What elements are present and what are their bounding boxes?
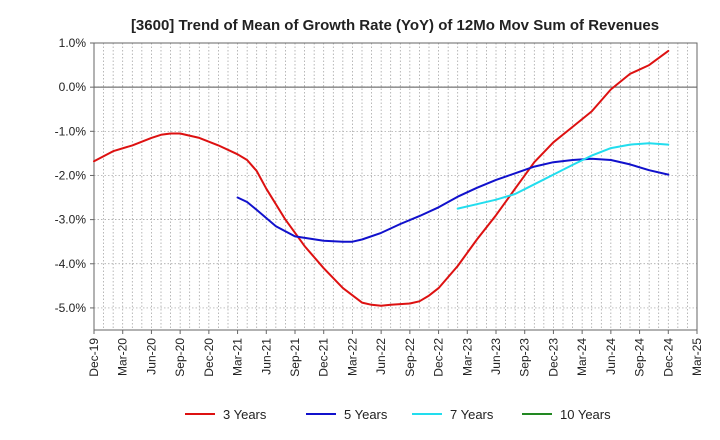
y-tick-label: -5.0% bbox=[55, 301, 87, 315]
legend-label-7-years: 7 Years bbox=[450, 407, 494, 422]
legend: 3 Years 5 Years 7 Years 10 Years bbox=[185, 407, 611, 422]
x-tick-label: Dec-19 bbox=[87, 338, 101, 377]
plot-area bbox=[94, 43, 697, 330]
gridlines bbox=[94, 42, 697, 330]
x-tick-label: Jun-22 bbox=[374, 338, 388, 375]
legend-label-3-years: 3 Years bbox=[223, 407, 267, 422]
x-tick-label: Dec-24 bbox=[661, 338, 675, 377]
y-tick-label: -1.0% bbox=[55, 124, 87, 138]
legend-label-10-years: 10 Years bbox=[560, 407, 611, 422]
series-line-5-years bbox=[236, 157, 670, 243]
series-line-7-years bbox=[456, 142, 670, 210]
x-tick-label: Mar-24 bbox=[575, 338, 589, 376]
x-tick-label: Jun-21 bbox=[259, 338, 273, 375]
x-tick-label: Sep-23 bbox=[518, 338, 532, 377]
axes: 1.0% 0.0% -1.0% -2.0% -3.0% -4.0% -5.0% Dec-19 M… bbox=[55, 36, 704, 377]
legend-label-5-years: 5 Years bbox=[344, 407, 388, 422]
x-tick-label: Mar-20 bbox=[116, 338, 130, 376]
y-tick-label: -3.0% bbox=[55, 213, 87, 227]
x-tick-label: Dec-22 bbox=[432, 338, 446, 377]
chart-title: [3600] Trend of Mean of Growth Rate (YoY… bbox=[131, 17, 659, 34]
x-tick-label: Sep-20 bbox=[173, 338, 187, 377]
x-tick-label: Mar-25 bbox=[690, 338, 704, 376]
series-lines bbox=[93, 49, 670, 307]
x-tick-label: Jun-20 bbox=[144, 338, 158, 375]
x-tick-label: Dec-23 bbox=[546, 338, 560, 377]
x-tick-label: Mar-22 bbox=[345, 338, 359, 376]
y-tick-label: -2.0% bbox=[55, 168, 87, 182]
x-tick-label: Sep-24 bbox=[633, 338, 647, 377]
x-tick-label: Mar-21 bbox=[231, 338, 245, 376]
x-tick-label: Dec-20 bbox=[202, 338, 216, 377]
series-line-3-years bbox=[93, 49, 670, 307]
x-tick-label: Mar-23 bbox=[460, 338, 474, 376]
plot-frame bbox=[93, 42, 698, 331]
y-tick-label: 1.0% bbox=[59, 36, 87, 50]
x-tick-label: Dec-21 bbox=[317, 338, 331, 377]
x-tick-label: Jun-24 bbox=[604, 338, 618, 375]
y-tick-label: -4.0% bbox=[55, 257, 87, 271]
x-tick-label: Jun-23 bbox=[489, 338, 503, 375]
x-tick-label: Sep-21 bbox=[288, 338, 302, 377]
x-tick-label: Sep-22 bbox=[403, 338, 417, 377]
y-tick-label: 0.0% bbox=[59, 80, 87, 94]
